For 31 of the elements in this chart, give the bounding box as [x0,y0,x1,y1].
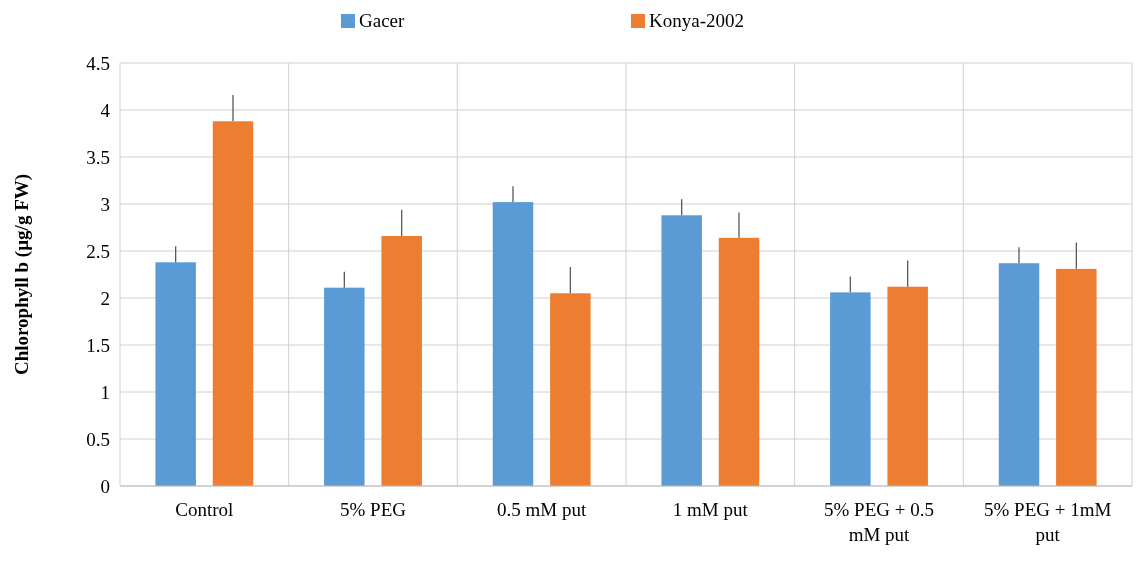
x-tick-label: 5% PEG + 1mM put [983,499,1112,545]
y-tick-label: 4 [100,99,111,121]
bar [381,235,422,486]
bar [1056,268,1097,486]
y-tick-label: 3 [100,193,110,215]
bar [550,293,591,486]
bar [212,121,254,486]
y-axis-title: Chlorophyll b (µg/g FW) [11,173,33,376]
bar [830,292,871,486]
bar [661,215,702,486]
bar [155,262,196,486]
x-tick-label: 5% PEG [340,499,407,520]
legend-label: Gacer [359,10,406,31]
y-tick-label: 0.5 [86,428,110,450]
y-tick-label: 4.5 [86,52,110,74]
bar [998,263,1040,486]
x-tick-label: 5% PEG + 0.5 mM put [824,499,934,545]
bar [887,286,928,486]
x-tick-label: 0.5 mM put [497,499,587,520]
y-tick-label: 2.5 [86,240,110,262]
legend-label: Konya-2002 [649,10,744,31]
bar [324,287,365,486]
y-tick-label: 1.5 [86,334,110,356]
bar [492,202,534,486]
y-tick-label: 3.5 [86,146,110,168]
bar [718,237,760,486]
x-tick-label: 1 mM put [672,499,749,520]
x-tick-label: Control [175,499,234,520]
y-tick-label: 0 [100,475,110,497]
y-tick-label: 2 [100,287,110,309]
y-tick-label: 1 [100,381,110,403]
